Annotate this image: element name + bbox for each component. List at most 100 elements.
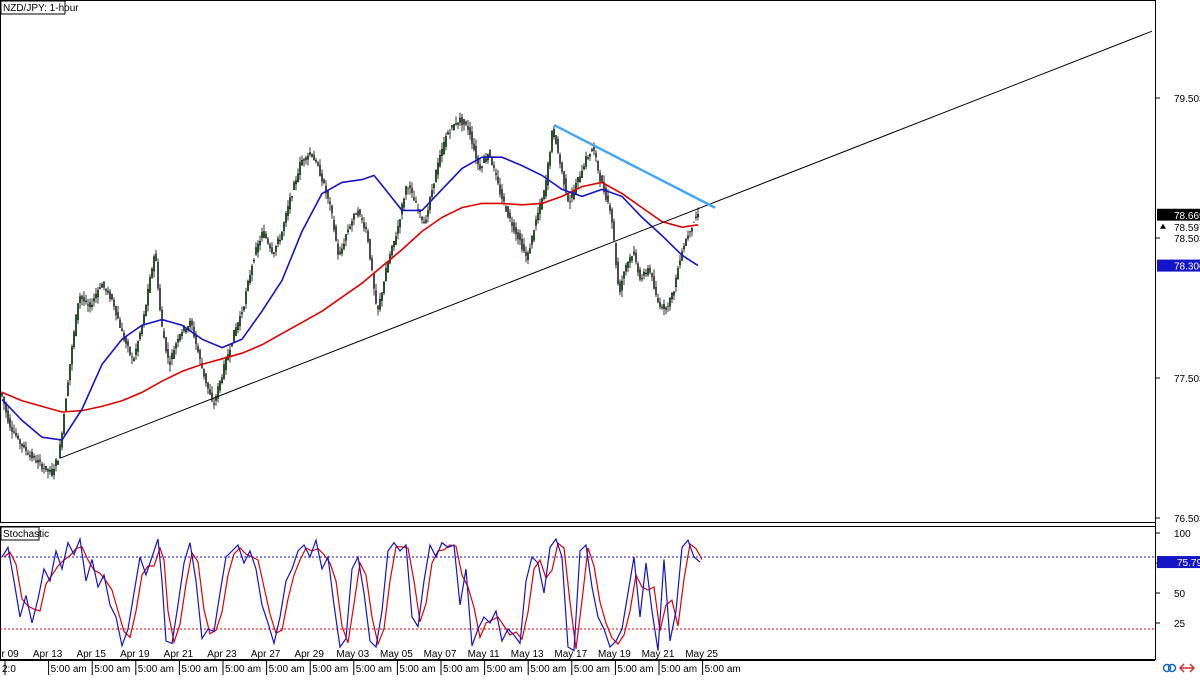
candle-body <box>329 201 331 204</box>
candle-body <box>647 268 649 275</box>
candle-body <box>453 124 455 131</box>
candle-body <box>695 216 697 219</box>
candle-body <box>291 196 293 198</box>
candle-body <box>377 305 379 310</box>
candle-body <box>407 188 409 190</box>
candle-body <box>657 297 659 303</box>
candle-body <box>21 443 23 447</box>
candle-body <box>9 418 11 428</box>
time-axis-ticks: Apr 09 2:0 Apr 13 5:00 am Apr 15 5:00 am Apr 1… <box>0 649 741 675</box>
candle-body <box>611 209 613 223</box>
time-tick-date: Apr 23 <box>207 649 237 660</box>
candle-body <box>431 190 433 197</box>
main-pane-frame <box>0 0 1156 523</box>
time-tick-time: 5:00 am <box>705 664 741 675</box>
candle-body <box>191 320 193 326</box>
ma-fast-line <box>1 156 699 441</box>
candle-body <box>181 332 183 336</box>
candle-body <box>105 289 107 291</box>
candle-body <box>339 251 341 255</box>
candle-body <box>287 206 289 216</box>
candle-body <box>173 350 175 359</box>
candle-body <box>497 176 499 184</box>
downtrend-line <box>553 123 716 209</box>
candle-body <box>157 262 159 289</box>
candle-body <box>7 410 9 423</box>
candle-body <box>237 322 239 330</box>
candle-body <box>89 302 91 307</box>
candle-body <box>677 268 679 280</box>
candle-body <box>413 197 415 201</box>
candle-body <box>271 247 273 254</box>
candle-body <box>111 294 113 300</box>
candle-body <box>531 235 533 245</box>
candle-body <box>385 268 387 282</box>
price-tick-label: 79.503 <box>1174 94 1200 105</box>
candle-body <box>335 226 337 241</box>
candle-body <box>489 149 491 157</box>
candle-body <box>619 281 621 293</box>
price-badge-bg <box>1157 208 1200 221</box>
candle-body <box>521 238 523 250</box>
scroll-arrow-icon[interactable] <box>1178 663 1196 673</box>
price-up-icon <box>1160 223 1166 229</box>
candle-body <box>163 331 165 339</box>
candle-body <box>265 233 267 239</box>
candle-body <box>559 154 561 164</box>
candle-body <box>569 201 571 203</box>
candle-body <box>595 152 597 158</box>
candle-body <box>479 164 481 170</box>
candle-body <box>397 226 399 234</box>
candle-body <box>683 245 685 250</box>
candle-body <box>653 276 655 289</box>
candle-body <box>433 183 435 188</box>
candle-body <box>527 252 529 260</box>
candle-body <box>555 135 557 145</box>
candle-body <box>169 361 171 365</box>
candle-body <box>417 208 419 210</box>
time-tick-time: 5:00 am <box>181 664 217 675</box>
link-icon[interactable] <box>1162 663 1177 673</box>
candle-body <box>591 149 593 152</box>
candle-body <box>17 436 19 439</box>
candle-body <box>309 152 311 155</box>
candle-body <box>127 341 129 346</box>
candle-body <box>195 334 197 344</box>
candle-body <box>685 239 687 247</box>
candle-body <box>473 143 475 150</box>
candle-body <box>459 118 461 123</box>
time-tick-time: 5:00 am <box>312 664 348 675</box>
candle-body <box>179 334 181 341</box>
time-tick-time: 5:00 am <box>574 664 610 675</box>
candle-body <box>203 368 205 377</box>
candle-body <box>461 117 463 126</box>
candle-body <box>75 314 77 337</box>
candle-body <box>45 466 47 470</box>
candle-body <box>451 125 453 128</box>
candle-body <box>603 181 605 192</box>
time-tick-date: May 11 <box>468 649 500 660</box>
time-tick-time: 5:00 am <box>399 664 435 675</box>
candle-body <box>605 187 607 200</box>
candle-body <box>87 304 89 306</box>
candle-body <box>581 171 583 179</box>
candle-body <box>607 195 609 202</box>
candle-body <box>117 312 119 319</box>
candle-body <box>239 316 241 326</box>
candle-body <box>325 185 327 194</box>
candle-body <box>409 185 411 189</box>
ma-slow-line <box>1 181 699 413</box>
candle-body <box>587 157 589 159</box>
candle-body <box>159 287 161 311</box>
candle-body <box>493 165 495 169</box>
candle-body <box>655 286 657 296</box>
candle-body <box>125 337 127 345</box>
candle-body <box>205 373 207 384</box>
candle-body <box>29 455 31 457</box>
candle-body <box>503 196 505 202</box>
candle-body <box>59 444 61 458</box>
candle-body <box>35 460 37 463</box>
price-tick-label: 78.503 <box>1174 234 1200 245</box>
candle-body <box>669 297 671 307</box>
